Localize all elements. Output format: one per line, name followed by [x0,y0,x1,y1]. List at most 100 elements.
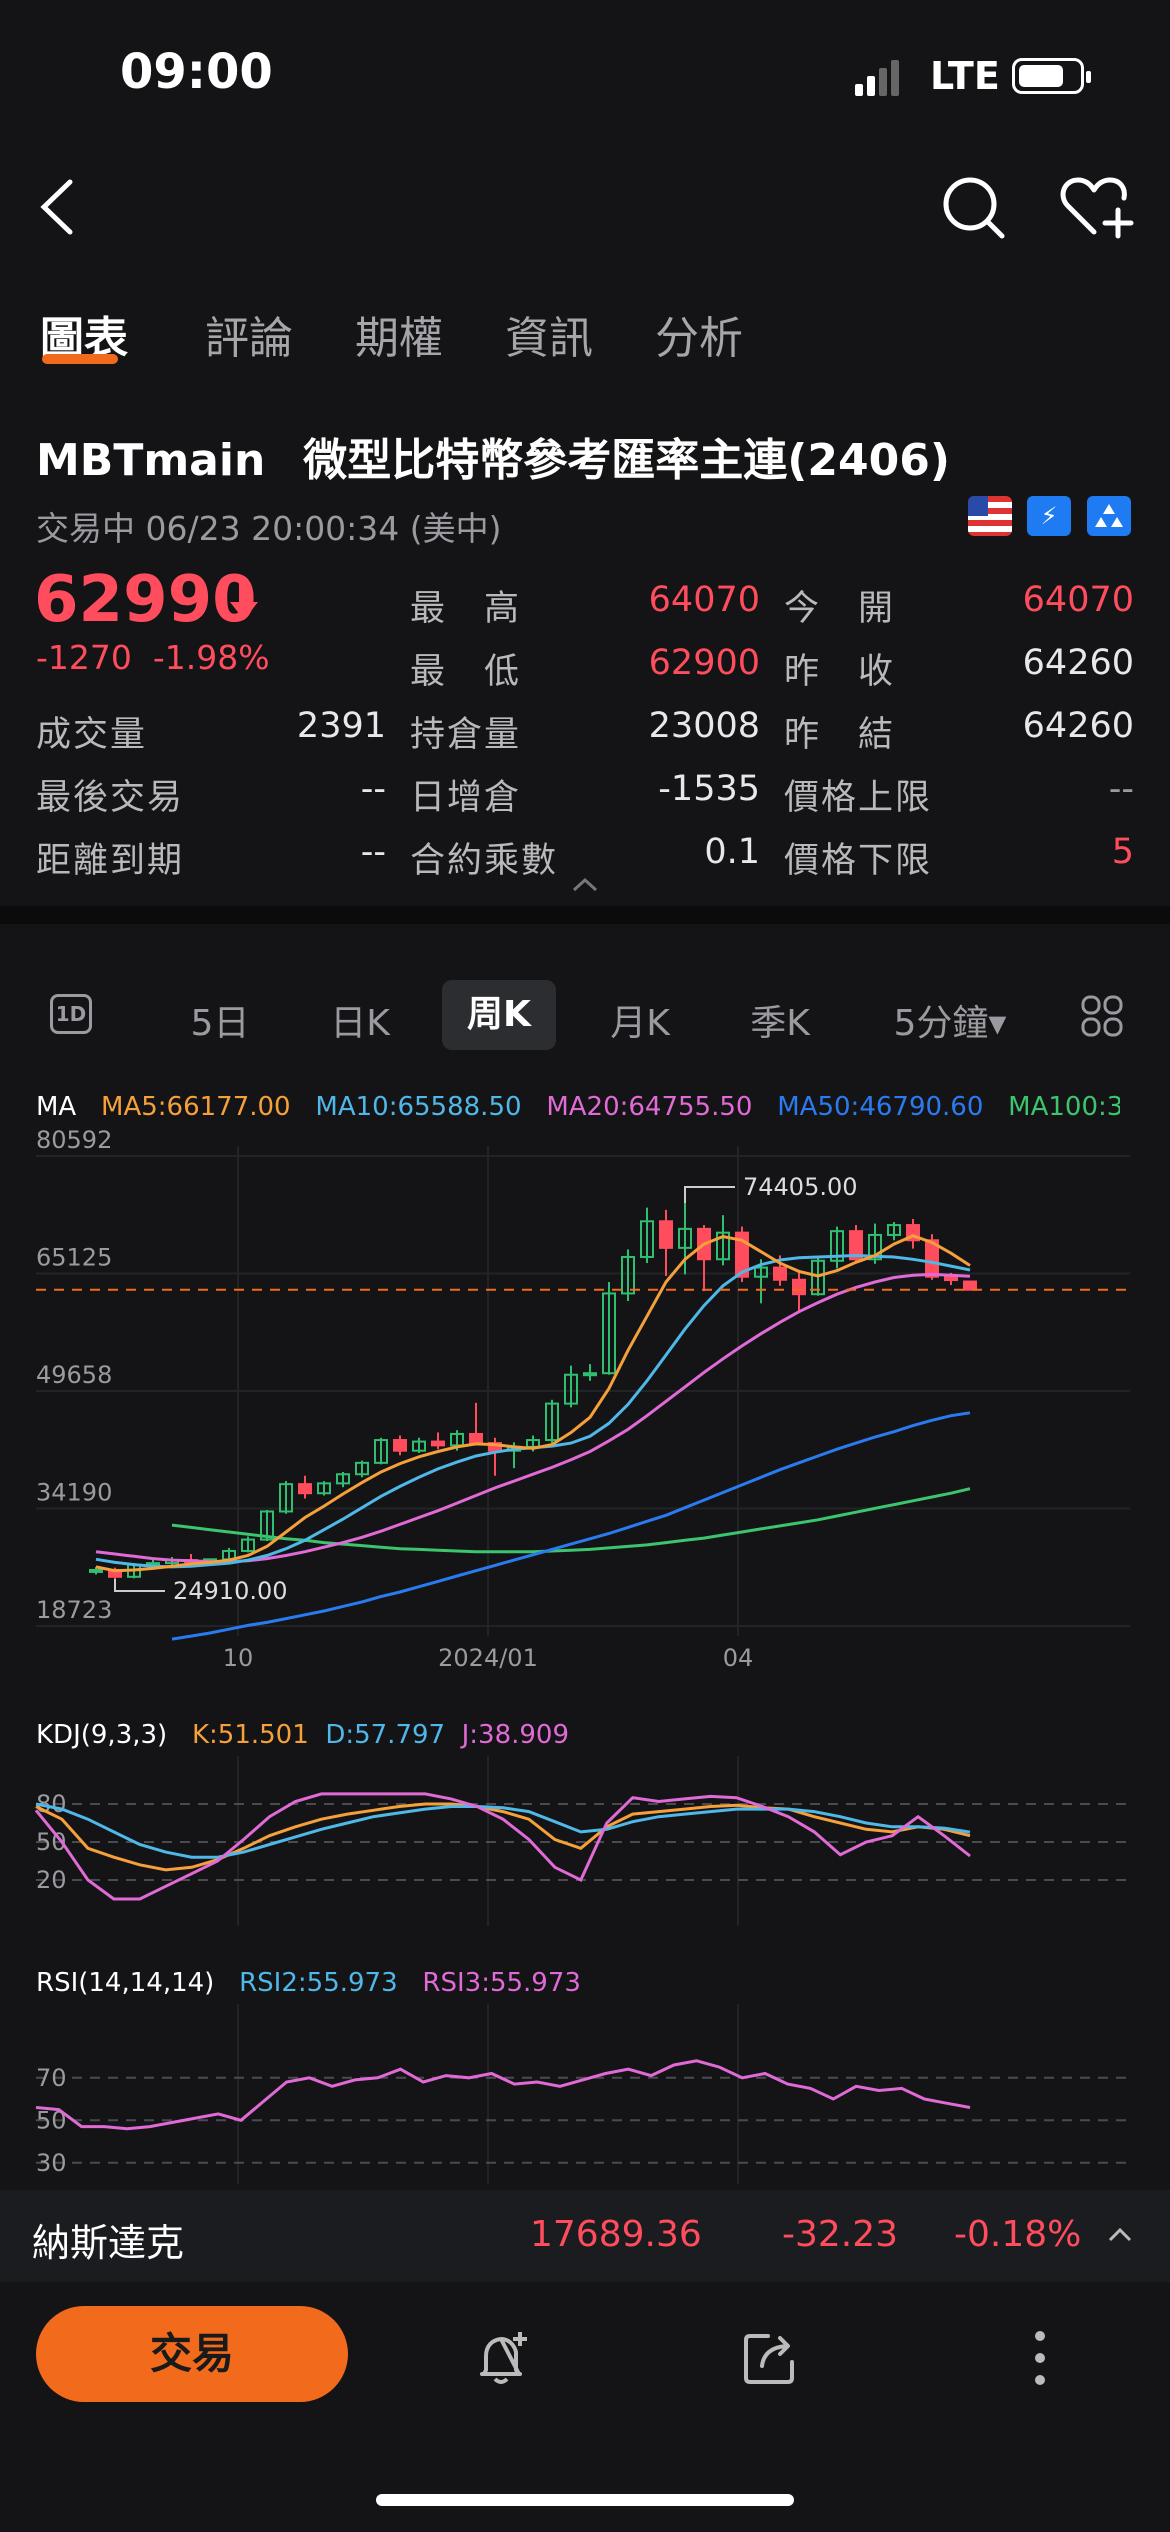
trade-button-label: 交易 [149,2329,234,2378]
trading-status: 交易中 06/23 20:00:34 (美中) [36,509,502,548]
y-tick-label: 34190 [36,1479,112,1507]
index-ticker-bar[interactable]: 納斯達克 17689.36 -32.23 -0.18% [0,2190,1170,2282]
tab-news[interactable]: 資訊 [505,313,593,364]
stat-multiplier-label: 合約乘數 [410,841,559,881]
search-icon [943,177,1005,239]
tab-options[interactable]: 期權 [355,313,443,364]
collapse-stats-button[interactable] [570,874,600,896]
candle-body [830,1230,844,1262]
candle-body [811,1259,825,1296]
ticker-change-percent: -0.18% [954,2214,1082,2255]
stat-lower-limit-label: 價格下限 [784,841,933,881]
stat-expiry-label: 距離到期 [36,841,185,881]
stat-expiry-value: -- [360,832,386,872]
candle-body [659,1220,673,1249]
rsi-legend: RSI(14,14,14) RSI2:55.973 RSI3:55.973 [36,1968,581,1998]
share-icon [744,2334,794,2384]
candle-body [317,1482,331,1495]
price-chart[interactable]: 80592 65125 49658 34190 18723 10 2024/01 04 7440… [0,1128,1170,1678]
stat-open-interest-label: 持倉量 [410,715,522,755]
x-tick-label: 2024/01 [438,1644,538,1672]
ma10-line [95,1253,971,1569]
gold-bars-icon [1087,496,1131,536]
candle-body [260,1510,274,1541]
x-tick-label: 04 [723,1644,754,1672]
candle-body [716,1231,730,1261]
ma10-label: MA10:65588.50 [315,1092,522,1122]
period-tab-5day[interactable]: 5日 [190,1003,250,1044]
candle-body [469,1432,483,1445]
low-marker-line [114,1578,165,1592]
period-tab-quarterly[interactable]: 季K [750,1003,810,1044]
y-tick-label: 80592 [36,1128,112,1154]
more-menu-button[interactable] [1020,2326,1060,2390]
stat-last-trade-value: -- [360,769,386,809]
arrow-down-icon [228,582,260,626]
stat-prev-settle-value: 64260 [1022,706,1134,746]
period-tab-1d[interactable]: 1D [50,994,92,1034]
ma50-line [171,1411,971,1641]
series-k-line [35,1802,971,1872]
candle-body [450,1432,464,1447]
ma5-line [95,1234,971,1573]
more-vertical-icon [1035,2331,1045,2385]
period-tab-daily[interactable]: 日K [330,1003,390,1044]
level2-icon: ⚡ [1027,496,1071,536]
section-divider [0,906,1170,924]
stat-prev-settle-label: 昨 結 [784,715,896,755]
candle-body [393,1439,407,1452]
period-tab-monthly[interactable]: 月K [610,1003,670,1044]
period-tab-weekly[interactable]: 周K [442,980,556,1050]
stat-prev-close-label: 昨 收 [784,652,896,692]
low-annotation: 24910.00 [173,1577,288,1605]
candle-body [640,1220,654,1258]
tab-analysis[interactable]: 分析 [655,313,743,364]
candle-body [336,1473,350,1485]
chevron-up-icon[interactable] [1106,2222,1134,2246]
candle-body [241,1538,255,1552]
candle-body [944,1275,958,1282]
change-value: -1270 [36,638,132,677]
symbol: MBTmain [36,435,266,486]
watchlist-add-button[interactable] [1058,170,1138,242]
series-j-line [34,1792,971,1901]
ticker-change: -32.23 [782,2214,899,2255]
us-flag-icon [968,496,1012,536]
candle-body [792,1278,806,1296]
x-tick-label: 10 [223,1644,254,1672]
stat-lower-limit-value: 5 [1111,832,1134,872]
y-tick-label: 20 [36,1866,67,1894]
share-button[interactable] [740,2328,800,2388]
battery-icon [1012,58,1091,94]
candle-body [431,1440,445,1447]
period-tab-5min[interactable]: 5分鐘▾ [893,1003,1007,1044]
candle-body [583,1372,597,1377]
layout-grid-button[interactable] [1080,994,1124,1038]
candle-body [963,1280,977,1291]
candle-body [678,1227,692,1249]
period-tab-1d-label: 1D [55,1002,87,1026]
ma20-line [95,1272,971,1564]
price-alert-button[interactable] [474,2328,534,2388]
candle-body [355,1461,369,1476]
y-tick-label: 49658 [36,1361,112,1389]
stock-title: MBTmain 微型比特幣參考匯率主連(2406) [36,424,950,488]
ticker-name: 納斯達克 [32,2221,185,2265]
back-button[interactable] [30,172,90,242]
change-percent: -1.98% [152,638,270,677]
candle-body [279,1483,293,1513]
tab-comments[interactable]: 評論 [205,313,293,364]
stat-daily-oi-change-value: -1535 [658,769,760,809]
search-button[interactable] [940,172,1010,242]
high-annotation: 74405.00 [743,1173,858,1201]
candle-body [89,1568,103,1573]
rsi-title: RSI(14,14,14) [36,1968,215,1998]
candle-body [773,1266,787,1281]
candle-body [925,1239,939,1278]
last-price: 62990 [34,563,257,637]
trade-button[interactable]: 交易 [36,2306,348,2402]
heart-plus-icon [1060,177,1134,239]
candle-body [564,1373,578,1405]
